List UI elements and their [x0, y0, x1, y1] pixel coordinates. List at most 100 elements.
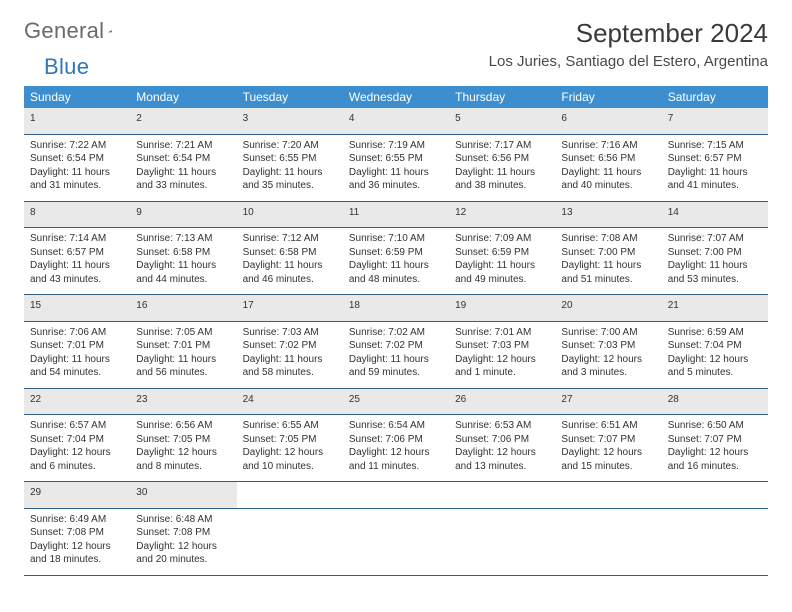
day-detail-cell: Sunrise: 7:20 AMSunset: 6:55 PMDaylight:… [237, 134, 343, 201]
sunrise-text: Sunrise: 6:48 AM [136, 513, 230, 527]
sunset-text: Sunset: 6:59 PM [349, 246, 443, 260]
sunset-text: Sunset: 6:54 PM [30, 152, 124, 166]
day-number-cell: 28 [662, 388, 768, 415]
daylight-text-1: Daylight: 12 hours [136, 540, 230, 554]
day-number-cell: 1 [24, 108, 130, 134]
sunset-text: Sunset: 6:54 PM [136, 152, 230, 166]
sunrise-text: Sunrise: 6:49 AM [30, 513, 124, 527]
day-detail-cell [343, 508, 449, 575]
day-detail-cell: Sunrise: 6:49 AMSunset: 7:08 PMDaylight:… [24, 508, 130, 575]
day-number-cell: 20 [555, 295, 661, 322]
day-number-cell: 4 [343, 108, 449, 134]
weekday-header: Sunday [24, 86, 130, 108]
sunrise-text: Sunrise: 7:03 AM [243, 326, 337, 340]
sunrise-text: Sunrise: 7:19 AM [349, 139, 443, 153]
daylight-text-2: and 40 minutes. [561, 179, 655, 193]
daylight-text-2: and 49 minutes. [455, 273, 549, 287]
sunrise-text: Sunrise: 7:05 AM [136, 326, 230, 340]
day-detail-cell: Sunrise: 6:57 AMSunset: 7:04 PMDaylight:… [24, 415, 130, 482]
daylight-text-1: Daylight: 12 hours [561, 446, 655, 460]
brand-logo: General [24, 18, 130, 44]
sunset-text: Sunset: 6:58 PM [136, 246, 230, 260]
sunset-text: Sunset: 7:08 PM [30, 526, 124, 540]
daylight-text-1: Daylight: 12 hours [136, 446, 230, 460]
day-detail-cell: Sunrise: 7:13 AMSunset: 6:58 PMDaylight:… [130, 228, 236, 295]
day-number-cell: 6 [555, 108, 661, 134]
brand-triangle-icon [108, 23, 112, 39]
day-number-cell: 10 [237, 201, 343, 228]
daylight-text-1: Daylight: 11 hours [349, 166, 443, 180]
day-number-cell [237, 482, 343, 509]
calendar-table: Sunday Monday Tuesday Wednesday Thursday… [24, 86, 768, 576]
sunset-text: Sunset: 7:05 PM [136, 433, 230, 447]
daylight-text-1: Daylight: 11 hours [136, 353, 230, 367]
day-detail-cell: Sunrise: 7:05 AMSunset: 7:01 PMDaylight:… [130, 321, 236, 388]
sunrise-text: Sunrise: 7:22 AM [30, 139, 124, 153]
day-number-cell: 25 [343, 388, 449, 415]
daylight-text-2: and 44 minutes. [136, 273, 230, 287]
daylight-text-1: Daylight: 12 hours [243, 446, 337, 460]
day-number-cell: 24 [237, 388, 343, 415]
daylight-text-1: Daylight: 11 hours [136, 166, 230, 180]
sunrise-text: Sunrise: 7:16 AM [561, 139, 655, 153]
daylight-text-2: and 5 minutes. [668, 366, 762, 380]
daylight-text-2: and 53 minutes. [668, 273, 762, 287]
daylight-text-1: Daylight: 11 hours [243, 353, 337, 367]
day-detail-cell: Sunrise: 7:19 AMSunset: 6:55 PMDaylight:… [343, 134, 449, 201]
day-detail-row: Sunrise: 7:14 AMSunset: 6:57 PMDaylight:… [24, 228, 768, 295]
daylight-text-1: Daylight: 11 hours [30, 166, 124, 180]
daylight-text-2: and 16 minutes. [668, 460, 762, 474]
daylight-text-2: and 11 minutes. [349, 460, 443, 474]
sunset-text: Sunset: 7:08 PM [136, 526, 230, 540]
daylight-text-1: Daylight: 12 hours [30, 540, 124, 554]
sunrise-text: Sunrise: 6:57 AM [30, 419, 124, 433]
day-detail-cell: Sunrise: 7:22 AMSunset: 6:54 PMDaylight:… [24, 134, 130, 201]
sunset-text: Sunset: 7:01 PM [136, 339, 230, 353]
day-detail-cell [662, 508, 768, 575]
sunset-text: Sunset: 7:04 PM [668, 339, 762, 353]
weekday-header: Friday [555, 86, 661, 108]
sunrise-text: Sunrise: 6:54 AM [349, 419, 443, 433]
daylight-text-1: Daylight: 12 hours [455, 446, 549, 460]
sunset-text: Sunset: 7:07 PM [668, 433, 762, 447]
day-number-cell: 7 [662, 108, 768, 134]
daylight-text-2: and 20 minutes. [136, 553, 230, 567]
day-detail-row: Sunrise: 7:22 AMSunset: 6:54 PMDaylight:… [24, 134, 768, 201]
sunrise-text: Sunrise: 6:56 AM [136, 419, 230, 433]
daylight-text-2: and 48 minutes. [349, 273, 443, 287]
daylight-text-1: Daylight: 11 hours [668, 259, 762, 273]
day-detail-cell: Sunrise: 7:00 AMSunset: 7:03 PMDaylight:… [555, 321, 661, 388]
day-detail-row: Sunrise: 6:57 AMSunset: 7:04 PMDaylight:… [24, 415, 768, 482]
sunset-text: Sunset: 6:59 PM [455, 246, 549, 260]
day-number-cell [662, 482, 768, 509]
sunset-text: Sunset: 7:00 PM [668, 246, 762, 260]
daylight-text-1: Daylight: 12 hours [349, 446, 443, 460]
day-detail-cell: Sunrise: 7:06 AMSunset: 7:01 PMDaylight:… [24, 321, 130, 388]
daylight-text-2: and 8 minutes. [136, 460, 230, 474]
sunrise-text: Sunrise: 7:08 AM [561, 232, 655, 246]
brand-part2: Blue [44, 54, 89, 80]
sunrise-text: Sunrise: 6:53 AM [455, 419, 549, 433]
day-detail-cell: Sunrise: 6:51 AMSunset: 7:07 PMDaylight:… [555, 415, 661, 482]
sunset-text: Sunset: 6:55 PM [243, 152, 337, 166]
day-number-cell: 15 [24, 295, 130, 322]
day-detail-cell: Sunrise: 7:07 AMSunset: 7:00 PMDaylight:… [662, 228, 768, 295]
day-number-row: 1234567 [24, 108, 768, 134]
day-number-cell: 23 [130, 388, 236, 415]
sunrise-text: Sunrise: 7:13 AM [136, 232, 230, 246]
location-text: Los Juries, Santiago del Estero, Argenti… [489, 53, 768, 70]
day-number-cell: 3 [237, 108, 343, 134]
day-detail-cell: Sunrise: 7:08 AMSunset: 7:00 PMDaylight:… [555, 228, 661, 295]
day-detail-cell: Sunrise: 6:53 AMSunset: 7:06 PMDaylight:… [449, 415, 555, 482]
sunrise-text: Sunrise: 7:12 AM [243, 232, 337, 246]
daylight-text-2: and 6 minutes. [30, 460, 124, 474]
daylight-text-2: and 38 minutes. [455, 179, 549, 193]
daylight-text-1: Daylight: 11 hours [668, 166, 762, 180]
daylight-text-1: Daylight: 11 hours [349, 353, 443, 367]
day-number-row: 891011121314 [24, 201, 768, 228]
day-number-cell [555, 482, 661, 509]
sunset-text: Sunset: 7:05 PM [243, 433, 337, 447]
daylight-text-1: Daylight: 12 hours [668, 353, 762, 367]
daylight-text-1: Daylight: 11 hours [561, 259, 655, 273]
sunrise-text: Sunrise: 7:14 AM [30, 232, 124, 246]
